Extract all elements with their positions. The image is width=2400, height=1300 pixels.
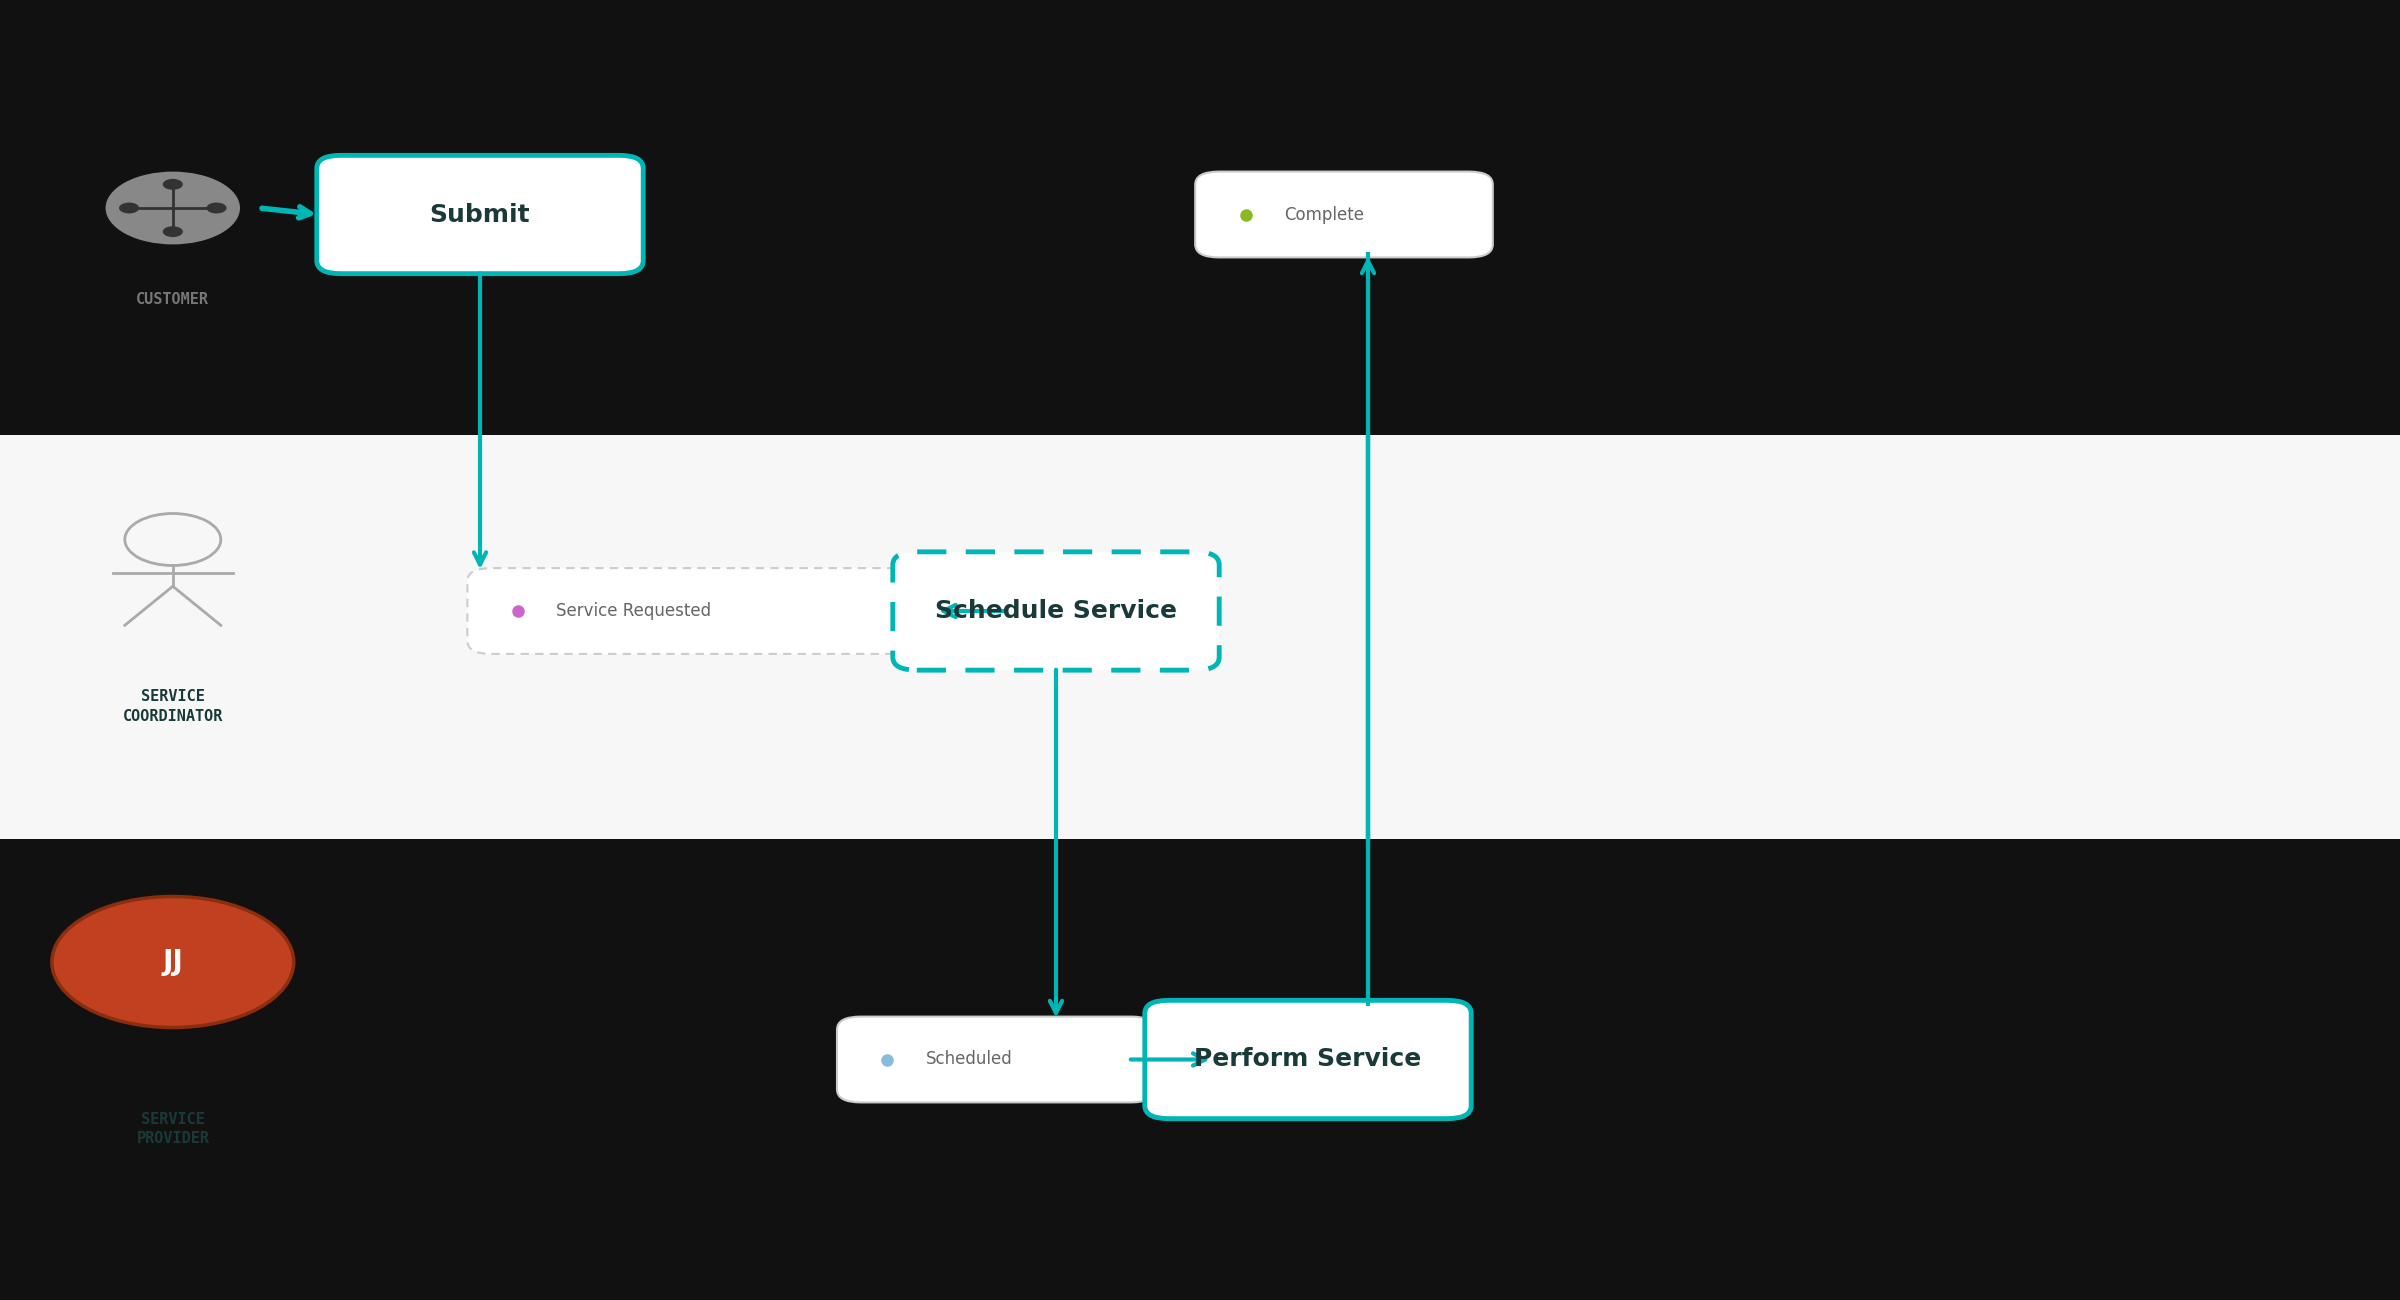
Text: Scheduled: Scheduled xyxy=(926,1050,1013,1069)
Bar xyxy=(0,838,2400,1300)
Circle shape xyxy=(206,203,226,213)
Circle shape xyxy=(163,179,182,190)
Text: CUSTOMER: CUSTOMER xyxy=(137,292,209,308)
FancyBboxPatch shape xyxy=(1145,1001,1471,1118)
Bar xyxy=(0,436,2400,838)
Text: Perform Service: Perform Service xyxy=(1195,1048,1421,1071)
Text: Submit: Submit xyxy=(430,203,530,226)
FancyBboxPatch shape xyxy=(468,568,948,654)
Circle shape xyxy=(163,226,182,237)
Text: SERVICE
PROVIDER: SERVICE PROVIDER xyxy=(137,1112,209,1147)
FancyBboxPatch shape xyxy=(317,156,643,274)
FancyBboxPatch shape xyxy=(838,1017,1154,1102)
Circle shape xyxy=(120,203,139,213)
Text: SERVICE
COORDINATOR: SERVICE COORDINATOR xyxy=(122,689,223,724)
Text: Service Requested: Service Requested xyxy=(557,602,710,620)
FancyBboxPatch shape xyxy=(893,551,1219,671)
Text: Complete: Complete xyxy=(1284,205,1363,224)
Bar xyxy=(0,0,2400,436)
Circle shape xyxy=(106,172,240,244)
Text: JJ: JJ xyxy=(163,948,182,976)
Circle shape xyxy=(53,897,293,1027)
FancyBboxPatch shape xyxy=(1195,172,1493,257)
Text: Schedule Service: Schedule Service xyxy=(936,599,1176,623)
